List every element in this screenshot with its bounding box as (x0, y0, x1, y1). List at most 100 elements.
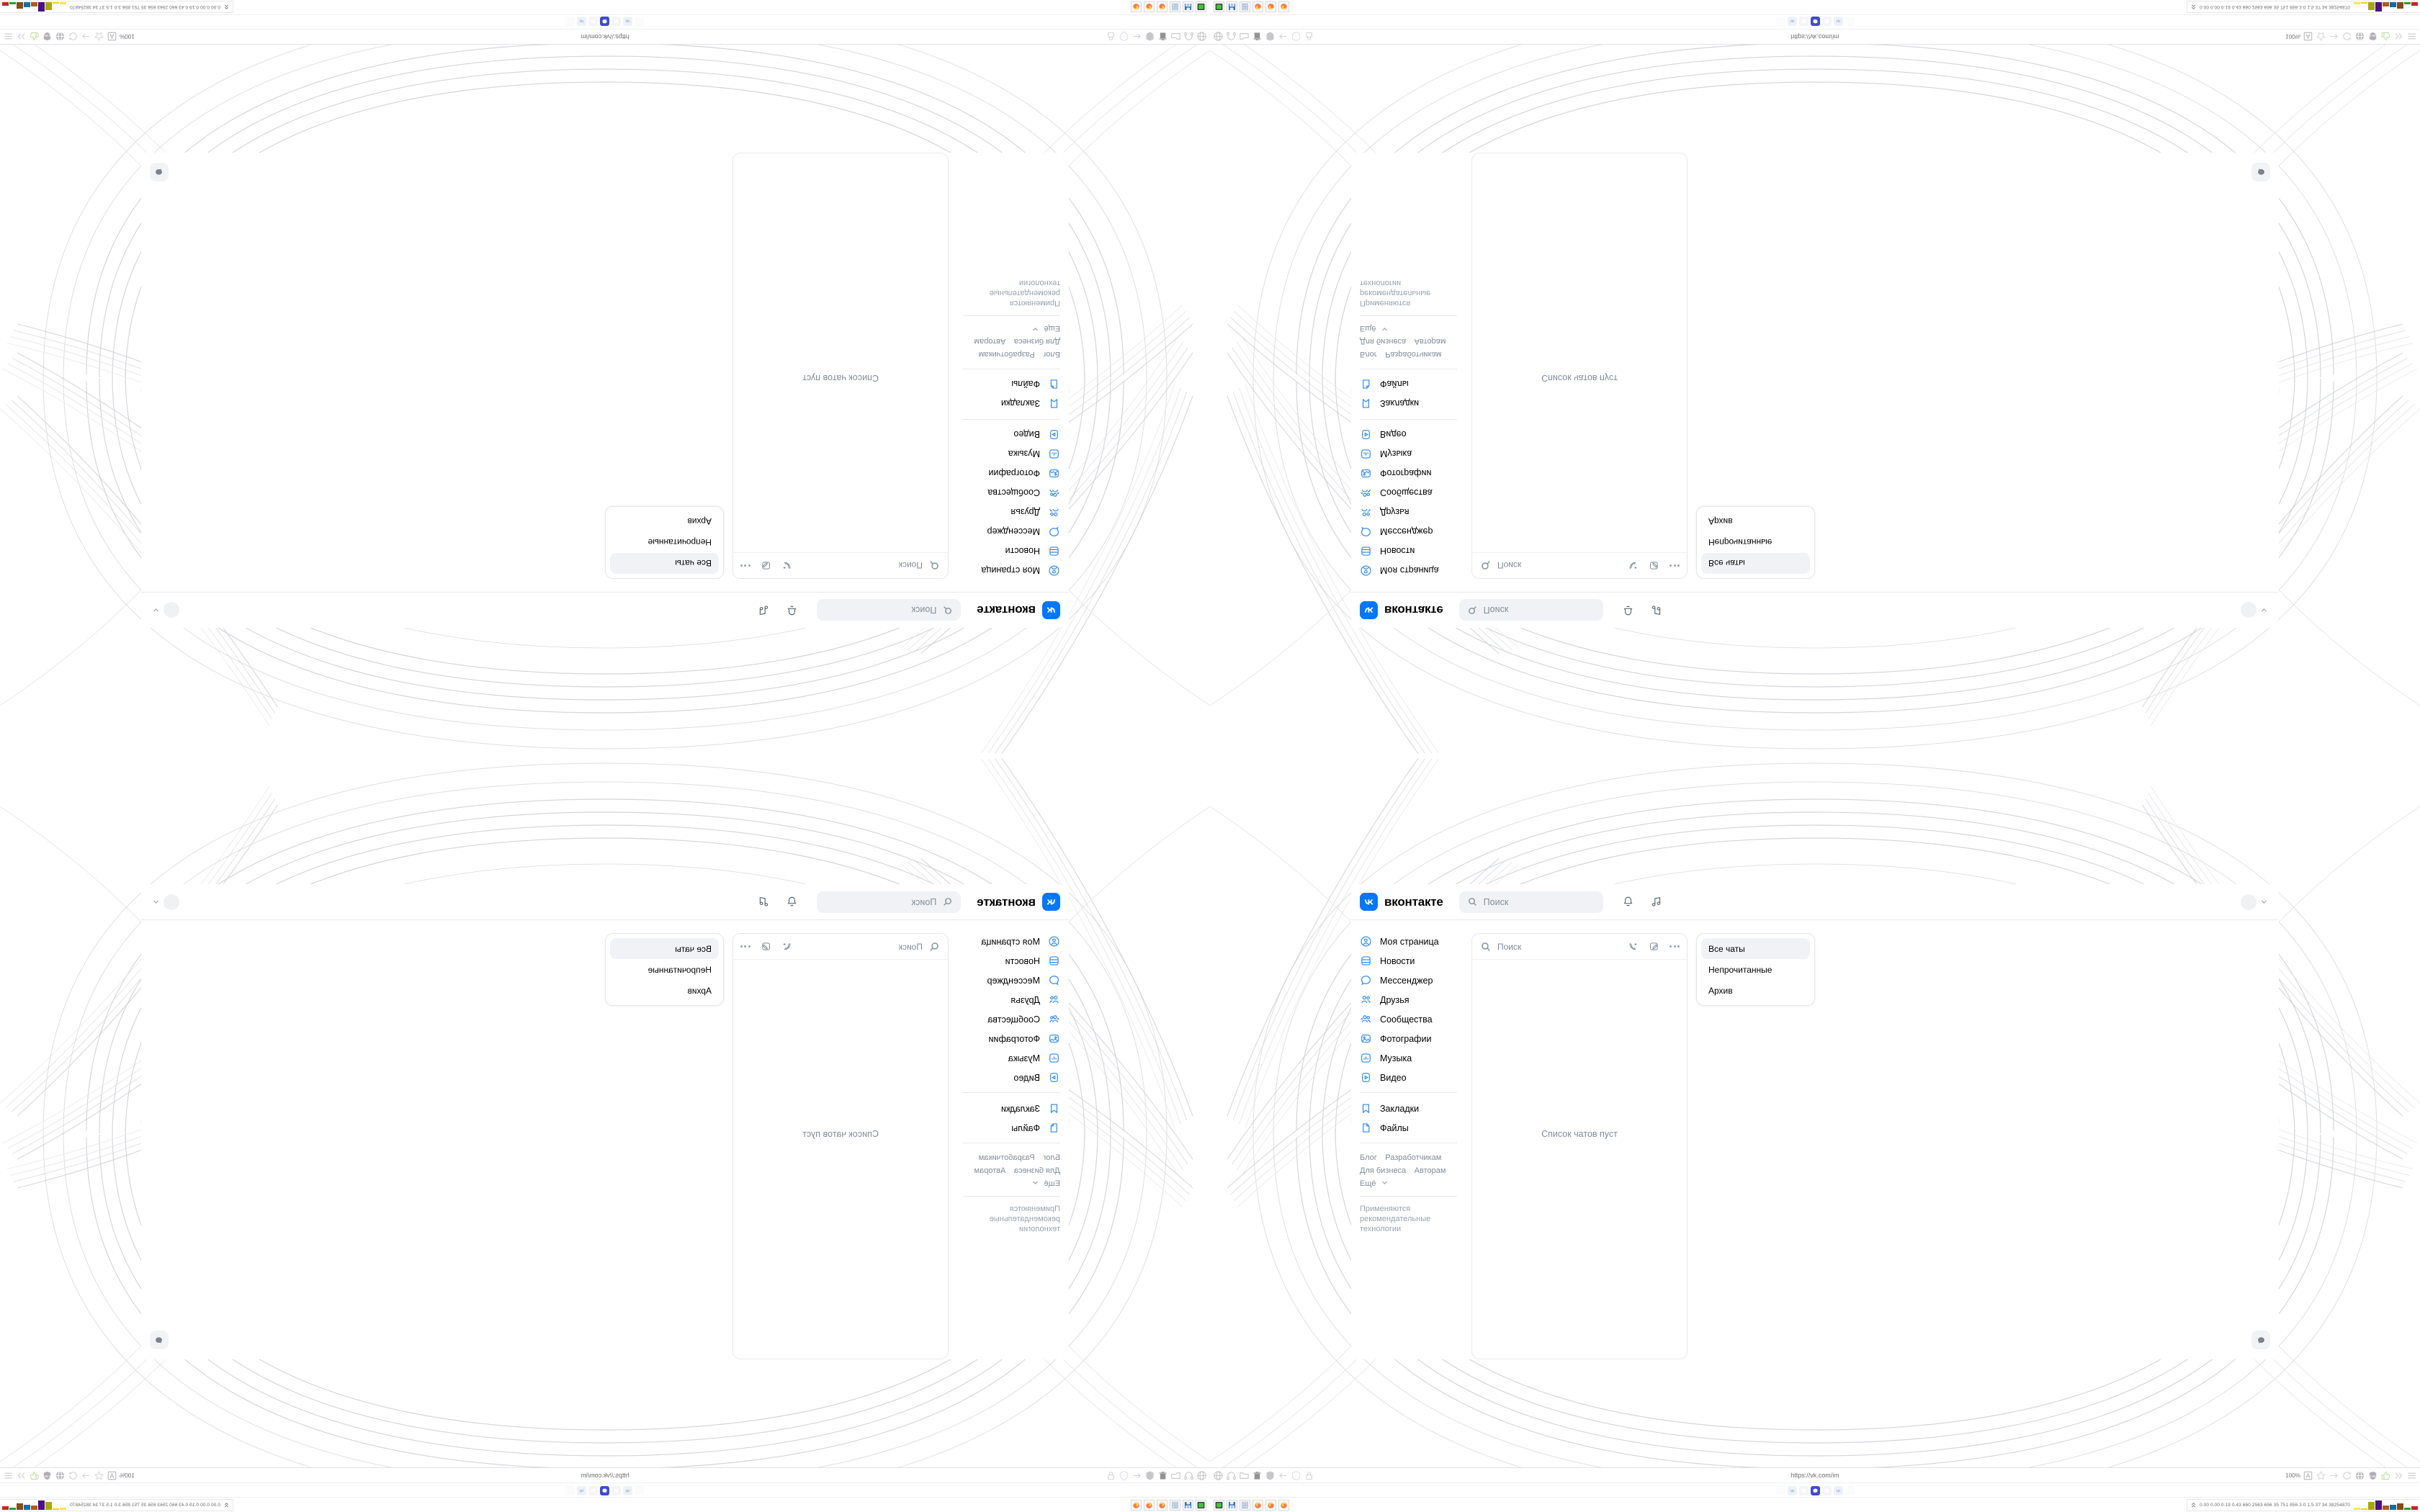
tab-message-2[interactable] (1821, 17, 1832, 27)
globe-icon[interactable] (1196, 1470, 1207, 1481)
tab-message-1[interactable] (611, 17, 622, 27)
hamburger-menu-icon[interactable] (2406, 1470, 2417, 1481)
tab-ghost-right[interactable] (565, 17, 575, 27)
globe-icon[interactable] (1213, 32, 1224, 42)
tab-vk-1[interactable] (623, 1485, 633, 1495)
tab-message-2[interactable] (1821, 1485, 1832, 1495)
sidebar-item-video[interactable]: Видео (957, 426, 1060, 443)
sidebar-item-friends[interactable]: Друзья (1360, 991, 1463, 1008)
sidebar-item-bookmarks[interactable]: Закладки (1360, 395, 1463, 412)
ellipsis-icon[interactable] (740, 945, 750, 948)
music-note-icon[interactable] (1650, 604, 1662, 616)
tab-vk-2[interactable] (1833, 1485, 1843, 1495)
sidebar-item-my-page[interactable]: Моя страница (957, 562, 1060, 579)
notifications-bell-icon[interactable] (1622, 896, 1634, 908)
firefox-icon[interactable] (1278, 1500, 1289, 1511)
bookmark-star-icon[interactable] (94, 1470, 104, 1481)
notepad-icon[interactable] (1170, 1, 1180, 12)
global-search-input[interactable]: Поиск (1458, 599, 1603, 621)
filter-archive[interactable]: Архив (1708, 985, 1733, 996)
overflow-chevrons-icon[interactable] (2393, 1470, 2404, 1481)
folder-icon[interactable] (1170, 1470, 1181, 1481)
zoom-level-label[interactable]: 100% (120, 1472, 135, 1479)
user-menu[interactable] (2241, 602, 2267, 618)
thumbs-up-icon[interactable] (2380, 1470, 2391, 1481)
trash-icon[interactable] (1252, 32, 1263, 42)
sidebar-item-music[interactable]: Музыка (1360, 446, 1463, 462)
sidebar-item-files[interactable]: Файлы (1360, 1120, 1463, 1136)
sidebar-item-video[interactable]: Видео (1360, 1069, 1463, 1086)
sidebar-item-friends[interactable]: Друзья (957, 991, 1060, 1008)
sidebar-item-friends[interactable]: Друзья (957, 504, 1060, 521)
collapse-chevrons-icon[interactable] (224, 4, 229, 10)
tab-vk-1[interactable] (623, 17, 633, 27)
reload-icon[interactable] (68, 32, 79, 42)
phone-plus-icon[interactable] (781, 560, 792, 571)
thumbs-up-icon[interactable] (29, 1470, 40, 1481)
floating-message-button[interactable] (150, 163, 169, 181)
address-bar[interactable]: https://vk.com/im (1791, 1472, 1839, 1479)
filter-unread[interactable]: Непрочитанные (1708, 964, 1773, 975)
notifications-bell-icon[interactable] (786, 604, 798, 616)
sidebar-item-messenger[interactable]: Мессенджер (957, 523, 1060, 540)
sidebar-item-video[interactable]: Видео (957, 1069, 1060, 1086)
hamburger-menu-icon[interactable] (3, 1470, 14, 1481)
collapse-chevrons-icon[interactable] (2191, 1502, 2196, 1508)
notepad-icon[interactable] (1240, 1, 1250, 12)
trash-icon[interactable] (1157, 1470, 1168, 1481)
sidebar-item-photos[interactable]: Фотографии (957, 1030, 1060, 1047)
tab-ghost-left[interactable] (635, 17, 645, 27)
sidebar-item-bookmarks[interactable]: Закладки (957, 1100, 1060, 1117)
globe-icon[interactable] (2354, 32, 2365, 42)
link-for-authors[interactable]: Авторам (1414, 1166, 1446, 1175)
sidebar-item-video[interactable]: Видео (1360, 426, 1463, 443)
tab-ghost-right[interactable] (1845, 17, 1855, 27)
tab-message-1[interactable] (1798, 17, 1809, 27)
firefox-icon[interactable] (1265, 1, 1276, 12)
vk-logo[interactable]: вконтакте (1360, 893, 1443, 911)
filter-all-chats[interactable]: Все чаты (610, 553, 719, 574)
tab-message-2[interactable] (588, 1485, 599, 1495)
folder-icon[interactable] (1170, 32, 1181, 42)
filter-archive[interactable]: Архив (687, 985, 712, 996)
sidebar-item-messenger[interactable]: Мессенджер (957, 972, 1060, 989)
address-bar[interactable]: https://vk.com/im (581, 33, 629, 40)
link-more[interactable]: Ещё (1360, 324, 1376, 333)
phone-plus-icon[interactable] (1628, 560, 1639, 571)
back-arrow-icon[interactable] (1131, 1470, 1142, 1481)
sidebar-item-files[interactable]: Файлы (957, 376, 1060, 392)
sidebar-item-news[interactable]: Новости (1360, 543, 1463, 559)
global-search-input[interactable]: Поиск (817, 599, 962, 621)
notifications-bell-icon[interactable] (1622, 604, 1634, 616)
floppy-save-icon[interactable]: 64 (1227, 1500, 1237, 1511)
address-bar[interactable]: https://vk.com/im (1791, 33, 1839, 40)
link-for-business[interactable]: Для бизнеса (1360, 337, 1407, 346)
hamburger-menu-icon[interactable] (3, 32, 14, 42)
shield-outline-icon[interactable] (1119, 1470, 1129, 1481)
tab-vk-2[interactable] (577, 1485, 587, 1495)
sidebar-item-news[interactable]: Новости (957, 543, 1060, 559)
reader-mode-icon[interactable]: A (107, 1470, 117, 1481)
back-arrow-icon[interactable] (1278, 1470, 1289, 1481)
link-blog[interactable]: Блог (1043, 1153, 1060, 1162)
tab-vk-2[interactable] (577, 17, 587, 27)
sidebar-item-communities[interactable]: Сообщества (1360, 1011, 1463, 1027)
vk-logo[interactable]: вконтакте (1360, 601, 1443, 619)
link-blog[interactable]: Блог (1360, 1153, 1377, 1162)
firefox-icon[interactable] (1252, 1500, 1263, 1511)
link-for-business[interactable]: Для бизнеса (1013, 337, 1060, 346)
tab-message-1[interactable] (1798, 1485, 1809, 1495)
filter-all-chats[interactable]: Все чаты (610, 938, 719, 959)
firefox-icon[interactable] (1131, 1500, 1142, 1511)
sidebar-item-bookmarks[interactable]: Закладки (957, 395, 1060, 412)
globe-icon[interactable] (55, 32, 66, 42)
sidebar-item-photos[interactable]: Фотографии (1360, 1030, 1463, 1047)
tab-ghost-left[interactable] (1775, 17, 1785, 27)
bookmark-star-icon[interactable] (94, 32, 104, 42)
link-for-authors[interactable]: Авторам (1414, 337, 1446, 346)
filter-archive[interactable]: Архив (1708, 516, 1733, 527)
tab-vk-1[interactable] (1787, 1485, 1797, 1495)
tab-ghost-right[interactable] (565, 1485, 575, 1495)
tab-ghost-right[interactable] (1845, 1485, 1855, 1495)
floating-message-button[interactable] (2251, 1331, 2270, 1349)
